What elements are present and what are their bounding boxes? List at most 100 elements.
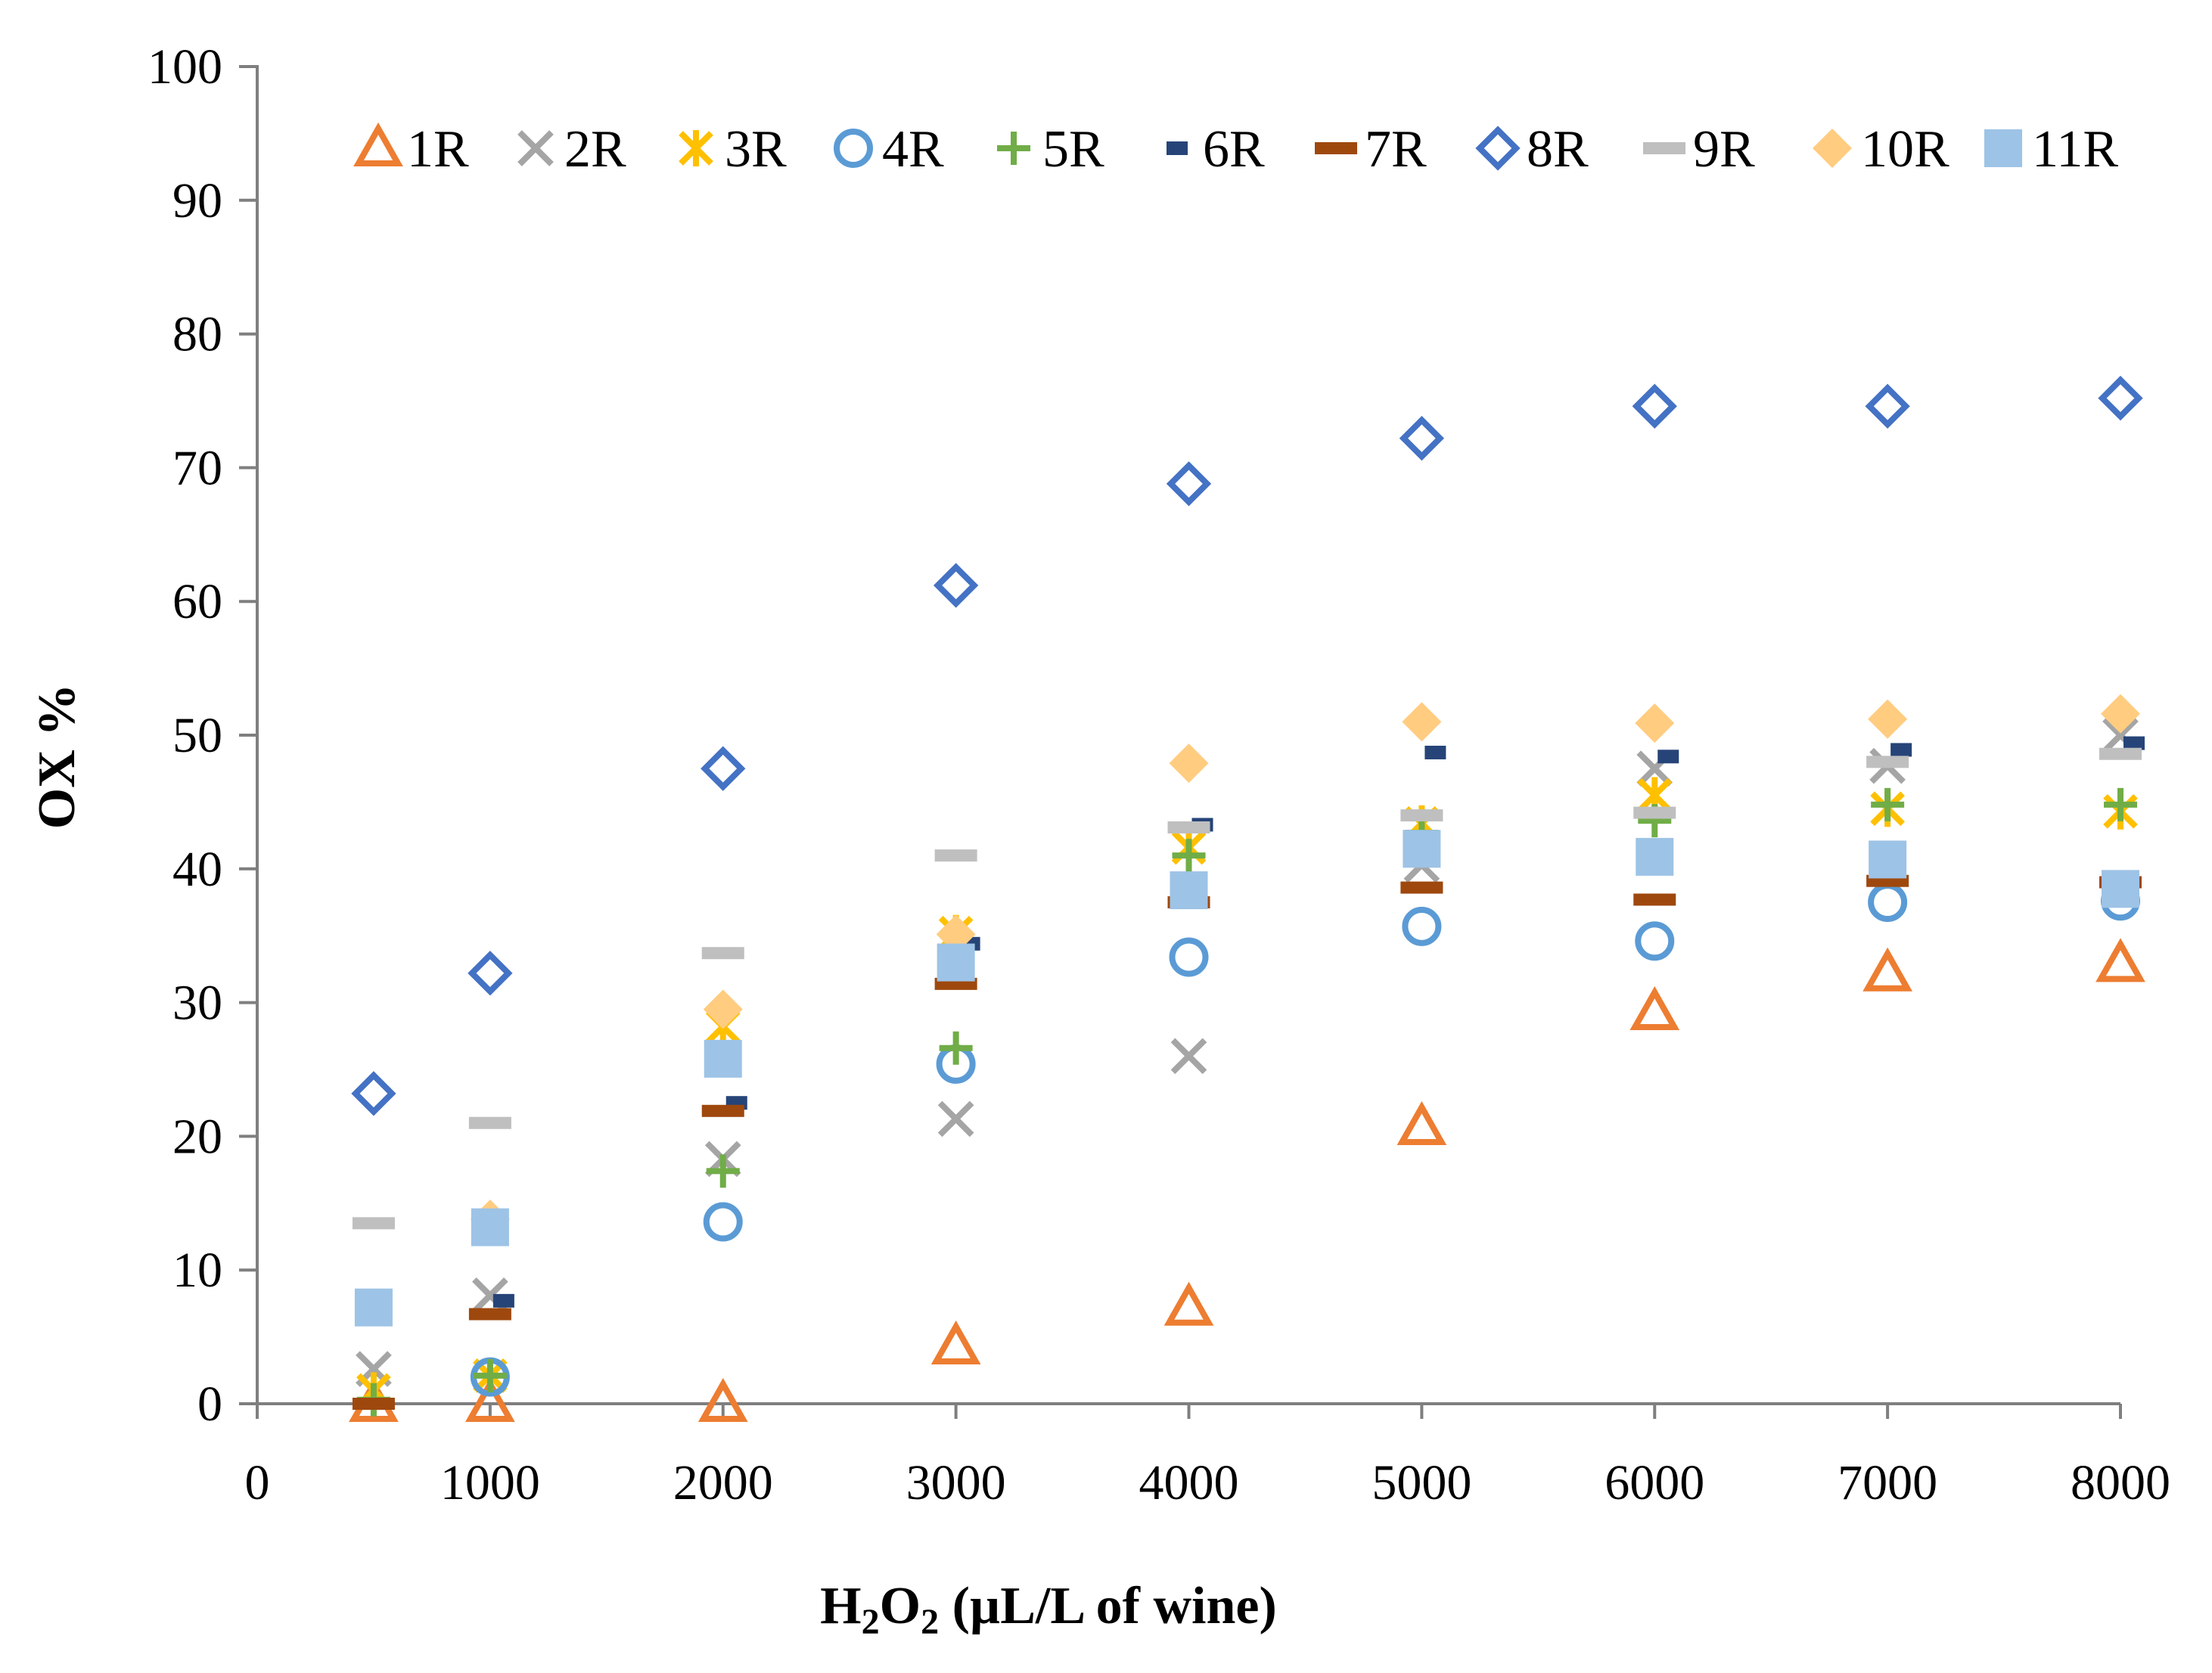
point-8R bbox=[933, 563, 979, 608]
point-10R bbox=[1868, 699, 1908, 739]
legend-label: 7R bbox=[1365, 120, 1427, 178]
point-5R bbox=[706, 1154, 740, 1188]
point-9R bbox=[1866, 756, 1909, 768]
point-11R bbox=[1403, 830, 1441, 868]
point-7R bbox=[1633, 893, 1676, 906]
point-6R bbox=[1890, 743, 1912, 757]
legend-item-3R: 3R bbox=[679, 120, 787, 178]
point-2R bbox=[1170, 1038, 1207, 1075]
legend-item-9R: 9R bbox=[1643, 120, 1755, 178]
point-4R bbox=[1169, 937, 1209, 977]
point-1R bbox=[1396, 1100, 1447, 1146]
x-axis-title: H2O2 (µL/L of wine) bbox=[820, 1577, 1277, 1642]
point-8R bbox=[1865, 383, 1910, 429]
point-1R bbox=[697, 1377, 748, 1422]
legend-item-11R: 11R bbox=[1984, 120, 2118, 178]
point-1R bbox=[930, 1320, 981, 1364]
point-2R bbox=[937, 1100, 974, 1138]
point-7R bbox=[701, 1104, 744, 1117]
point-11R bbox=[1636, 837, 1674, 876]
legend-marker bbox=[1813, 129, 1852, 168]
legend-marker bbox=[997, 132, 1030, 165]
point-4R bbox=[1868, 883, 1908, 922]
series-8R bbox=[351, 375, 2143, 1116]
series-4R bbox=[470, 881, 2140, 1397]
point-11R bbox=[1170, 871, 1208, 910]
point-7R bbox=[352, 1398, 395, 1410]
point-11R bbox=[704, 1039, 742, 1078]
point-5R bbox=[473, 1358, 507, 1392]
point-10R bbox=[703, 989, 743, 1029]
point-6R bbox=[492, 1293, 514, 1308]
point-7R bbox=[1400, 881, 1443, 894]
point-1R bbox=[1629, 985, 1680, 1030]
legend-item-7R: 7R bbox=[1315, 120, 1427, 178]
y-tick-label: 100 bbox=[148, 39, 222, 95]
legend-marker bbox=[1315, 142, 1357, 154]
point-1R bbox=[2095, 938, 2145, 982]
y-tick-label: 20 bbox=[172, 1109, 222, 1164]
legend-marker bbox=[353, 122, 403, 166]
point-5R bbox=[1871, 787, 1905, 821]
y-tick-label: 0 bbox=[197, 1377, 222, 1432]
legend-item-4R: 4R bbox=[834, 120, 944, 178]
point-8R bbox=[468, 951, 513, 996]
point-7R bbox=[468, 1308, 511, 1321]
point-1R bbox=[1862, 947, 1912, 992]
point-4R bbox=[1635, 921, 1675, 961]
y-axis-title: OX % bbox=[28, 684, 86, 830]
legend-label: 6R bbox=[1203, 120, 1265, 178]
data-points bbox=[349, 375, 2145, 1422]
series-9R bbox=[352, 747, 2142, 1230]
y-tick-label: 10 bbox=[172, 1243, 222, 1298]
y-tick-label: 60 bbox=[172, 574, 222, 629]
point-10R bbox=[2101, 694, 2140, 734]
legend-marker bbox=[679, 130, 713, 166]
x-tick-labels: 0 1000 2000 3000 4000 5000 6000 7000 8000 bbox=[245, 1455, 2171, 1510]
x-tick-label: 4000 bbox=[1139, 1455, 1239, 1510]
point-9R bbox=[468, 1116, 511, 1129]
legend-label: 8R bbox=[1527, 120, 1589, 178]
y-tick-labels: 0 10 20 30 40 50 60 70 80 90 100 bbox=[148, 39, 222, 1432]
point-8R bbox=[701, 746, 746, 791]
legend-label: 1R bbox=[407, 120, 469, 178]
point-11R bbox=[471, 1208, 509, 1246]
point-9R bbox=[701, 947, 744, 960]
legend-marker bbox=[1167, 141, 1188, 155]
legend-label: 4R bbox=[882, 120, 944, 178]
series-1R bbox=[349, 938, 2145, 1422]
point-6R bbox=[1657, 750, 1679, 764]
legend-label: 9R bbox=[1693, 120, 1755, 178]
legend-label: 2R bbox=[564, 120, 626, 178]
point-1R bbox=[465, 1377, 515, 1422]
y-tick-label: 50 bbox=[172, 708, 222, 763]
y-tick-label: 30 bbox=[172, 976, 222, 1031]
x-tick-label: 2000 bbox=[673, 1455, 773, 1510]
legend-item-2R: 2R bbox=[517, 120, 626, 178]
point-11R bbox=[354, 1288, 393, 1327]
point-11R bbox=[937, 943, 975, 982]
series-7R bbox=[352, 874, 2142, 1410]
point-10R bbox=[1635, 703, 1675, 743]
legend-label: 3R bbox=[725, 120, 787, 178]
legend-item-6R: 6R bbox=[1167, 120, 1265, 178]
x-tick-label: 3000 bbox=[906, 1455, 1006, 1510]
x-tick-label: 7000 bbox=[1838, 1455, 1937, 1510]
point-9R bbox=[2099, 747, 2142, 760]
point-6R bbox=[2123, 736, 2145, 750]
x-tick-label: 8000 bbox=[2071, 1455, 2170, 1510]
legend-label: 10R bbox=[1861, 120, 1949, 178]
legend: 1R 2R 3R 4R 5R 6R 7R 8R 9R 10R 11R bbox=[353, 120, 2118, 178]
legend-item-1R: 1R bbox=[353, 120, 469, 178]
point-8R bbox=[1399, 415, 1445, 461]
legend-marker bbox=[517, 130, 554, 166]
point-9R bbox=[1400, 809, 1443, 822]
series-11R bbox=[354, 830, 2139, 1327]
legend-item-10R: 10R bbox=[1813, 120, 1949, 178]
series-2R bbox=[356, 717, 2139, 1387]
point-8R bbox=[2098, 375, 2143, 421]
point-4R bbox=[703, 1202, 743, 1242]
point-8R bbox=[1632, 383, 1677, 429]
point-5R bbox=[1172, 839, 1206, 873]
y-tick-label: 40 bbox=[172, 842, 222, 897]
